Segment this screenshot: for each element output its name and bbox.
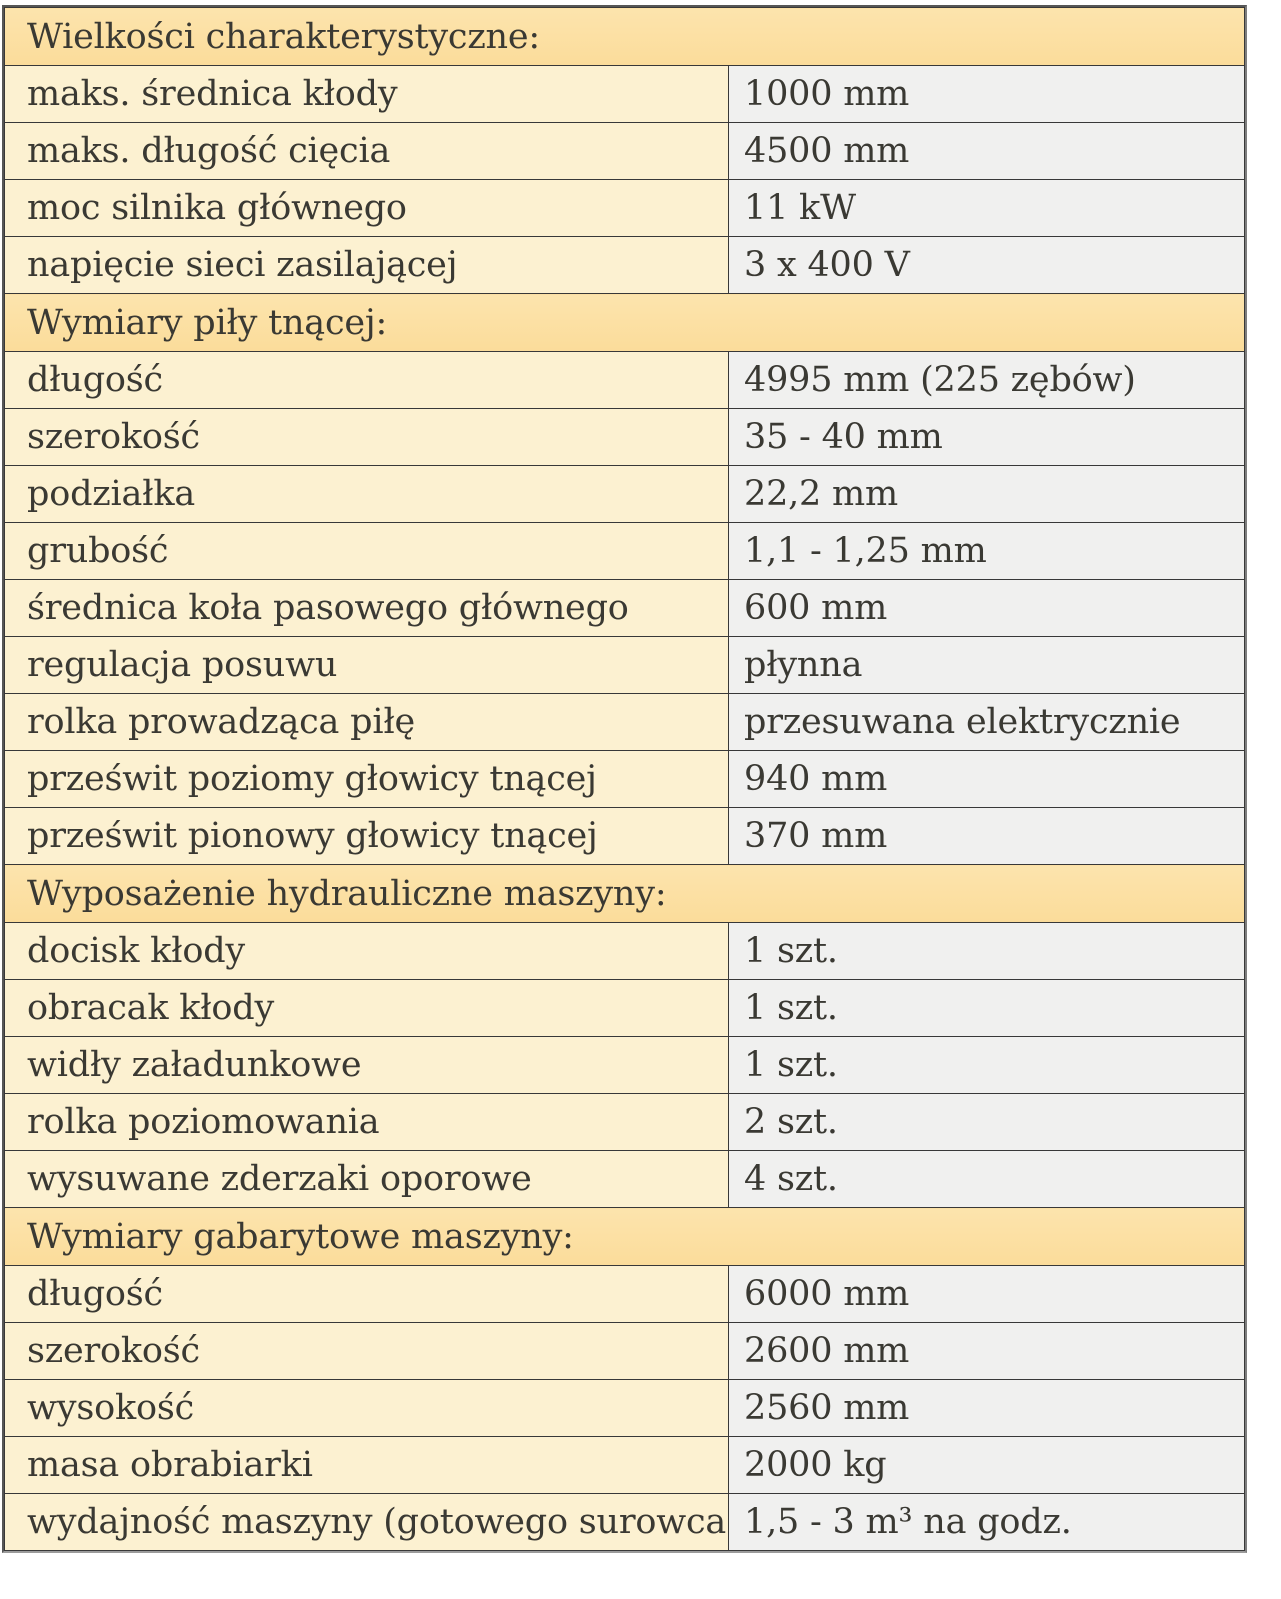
spec-value: 22,2 mm [728, 465, 1245, 523]
spec-value: 3 x 400 V [728, 236, 1245, 294]
spec-label: długość [4, 351, 729, 409]
spec-value: 1000 mm [728, 65, 1245, 123]
spec-label: widły załadunkowe [4, 1036, 729, 1094]
spec-label: podziałka [4, 465, 729, 523]
spec-label: maks. długość cięcia [4, 122, 729, 180]
section-header: Wielkości charakterystyczne: [4, 7, 1245, 66]
spec-label: prześwit poziomy głowicy tnącej [4, 750, 729, 808]
spec-value: 2000 kg [728, 1436, 1245, 1494]
table-row: szerokość 2600 mm [4, 1322, 1245, 1380]
table-row: maks. średnica kłody 1000 mm [4, 65, 1245, 123]
spec-label: szerokość [4, 1322, 729, 1380]
section-header-row: Wyposażenie hydrauliczne maszyny: [4, 864, 1245, 923]
spec-label: rolka prowadząca piłę [4, 693, 729, 751]
table-row: obracak kłody 1 szt. [4, 979, 1245, 1037]
table-row: napięcie sieci zasilającej 3 x 400 V [4, 236, 1245, 294]
table-row: średnica koła pasowego głównego 600 mm [4, 579, 1245, 637]
table-row: docisk kłody 1 szt. [4, 922, 1245, 980]
spec-label: szerokość [4, 408, 729, 466]
table-row: rolka prowadząca piłę przesuwana elektry… [4, 693, 1245, 751]
spec-value: przesuwana elektrycznie [728, 693, 1245, 751]
spec-value: 940 mm [728, 750, 1245, 808]
spec-value: 2560 mm [728, 1379, 1245, 1437]
table-row: długość 4995 mm (225 zębów) [4, 351, 1245, 409]
spec-label: średnica koła pasowego głównego [4, 579, 729, 637]
spec-value: 1,1 - 1,25 mm [728, 522, 1245, 580]
spec-value: 2600 mm [728, 1322, 1245, 1380]
spec-value: 1 szt. [728, 922, 1245, 980]
table-row: rolka poziomowania 2 szt. [4, 1093, 1245, 1151]
table-row: długość 6000 mm [4, 1265, 1245, 1323]
spec-value: 4995 mm (225 zębów) [728, 351, 1245, 409]
spec-label: wysuwane zderzaki oporowe [4, 1150, 729, 1208]
spec-label: regulacja posuwu [4, 636, 729, 694]
spec-value: 4 szt. [728, 1150, 1245, 1208]
section-header: Wymiary gabarytowe maszyny: [4, 1207, 1245, 1266]
spec-label: prześwit pionowy głowicy tnącej [4, 807, 729, 865]
spec-label: masa obrabiarki [4, 1436, 729, 1494]
spec-label: grubość [4, 522, 729, 580]
spec-label: napięcie sieci zasilającej [4, 236, 729, 294]
section-header: Wyposażenie hydrauliczne maszyny: [4, 864, 1245, 923]
spec-value: 600 mm [728, 579, 1245, 637]
spec-value: 11 kW [728, 179, 1245, 237]
table-row: wysuwane zderzaki oporowe 4 szt. [4, 1150, 1245, 1208]
spec-value: 6000 mm [728, 1265, 1245, 1323]
spec-value: 1 szt. [728, 1036, 1245, 1094]
table-row: podziałka 22,2 mm [4, 465, 1245, 523]
section-header-row: Wielkości charakterystyczne: [4, 7, 1245, 66]
table-row: widły załadunkowe 1 szt. [4, 1036, 1245, 1094]
table-row: maks. długość cięcia 4500 mm [4, 122, 1245, 180]
table-row: wydajność maszyny (gotowego surowca) 1,5… [4, 1493, 1245, 1551]
spec-label: maks. średnica kłody [4, 65, 729, 123]
section-header-row: Wymiary gabarytowe maszyny: [4, 1207, 1245, 1266]
table-row: masa obrabiarki 2000 kg [4, 1436, 1245, 1494]
spec-value: 1 szt. [728, 979, 1245, 1037]
spec-value: 35 - 40 mm [728, 408, 1245, 466]
spec-label: wysokość [4, 1379, 729, 1437]
spec-value: płynna [728, 636, 1245, 694]
spec-value: 4500 mm [728, 122, 1245, 180]
spec-table: Wielkości charakterystyczne: maks. średn… [4, 7, 1245, 1551]
table-row: wysokość 2560 mm [4, 1379, 1245, 1437]
table-row: prześwit pionowy głowicy tnącej 370 mm [4, 807, 1245, 865]
spec-label: moc silnika głównego [4, 179, 729, 237]
spec-table-frame: Wielkości charakterystyczne: maks. średn… [2, 5, 1247, 1553]
spec-label: wydajność maszyny (gotowego surowca) [4, 1493, 729, 1551]
spec-label: obracak kłody [4, 979, 729, 1037]
table-row: moc silnika głównego 11 kW [4, 179, 1245, 237]
table-row: szerokość 35 - 40 mm [4, 408, 1245, 466]
table-row: regulacja posuwu płynna [4, 636, 1245, 694]
section-header-row: Wymiary piły tnącej: [4, 293, 1245, 352]
section-header: Wymiary piły tnącej: [4, 293, 1245, 352]
table-row: grubość 1,1 - 1,25 mm [4, 522, 1245, 580]
table-row: prześwit poziomy głowicy tnącej 940 mm [4, 750, 1245, 808]
spec-label: docisk kłody [4, 922, 729, 980]
spec-value: 1,5 - 3 m³ na godz. [728, 1493, 1245, 1551]
spec-label: długość [4, 1265, 729, 1323]
spec-value: 370 mm [728, 807, 1245, 865]
spec-label: rolka poziomowania [4, 1093, 729, 1151]
spec-value: 2 szt. [728, 1093, 1245, 1151]
